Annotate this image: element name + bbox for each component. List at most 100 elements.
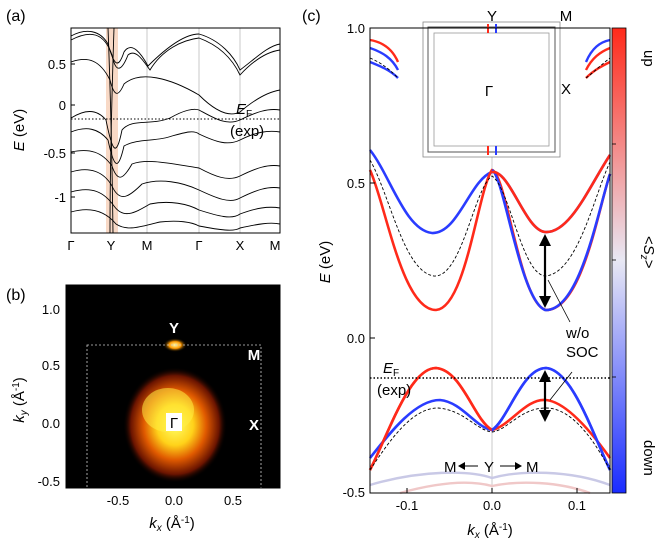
inset-label-y: Y bbox=[487, 8, 497, 25]
vb-nosoc bbox=[369, 407, 611, 471]
inset-bz-inner bbox=[433, 32, 550, 147]
inset-bz-outer bbox=[427, 26, 556, 153]
bz-inset: Y M X Γ bbox=[422, 8, 573, 158]
y-ticks-b: 1.0 0.5 0.0 -0.5 bbox=[38, 302, 60, 489]
wo-label: w/o bbox=[565, 325, 589, 342]
arrow-up-1 bbox=[539, 234, 551, 246]
band-lines bbox=[70, 27, 281, 234]
y-ticks-c: 1.0 0.5 0.0 -0.5 bbox=[343, 21, 375, 500]
y-label-b: ky (Å-1) bbox=[11, 377, 30, 423]
path-arrow-right bbox=[515, 462, 522, 470]
y-label-a: E (eV) bbox=[11, 109, 28, 152]
x-label-c: kx (Å-1) bbox=[467, 522, 513, 541]
y-tick-a-2: 0 bbox=[59, 98, 66, 113]
y-tick-b-2: 0.5 bbox=[42, 358, 60, 373]
y-tick-c-3: 0.0 bbox=[347, 331, 365, 346]
y-tick-c-4: -0.5 bbox=[343, 485, 365, 500]
band-2 bbox=[70, 30, 281, 71]
x-tick-c-3: 0.1 bbox=[568, 498, 586, 513]
y-tick-a-3: -0.5 bbox=[44, 146, 66, 161]
colorbar-label-up: up bbox=[640, 50, 657, 67]
cb-upper bbox=[368, 149, 612, 235]
cb-upper-right bbox=[491, 154, 612, 234]
panel-b-label: (b) bbox=[6, 287, 26, 304]
vb-red-left bbox=[368, 366, 493, 471]
x-tick-a-5: X bbox=[236, 238, 245, 253]
vb-blue-right bbox=[491, 366, 612, 471]
arrow-down-2 bbox=[539, 410, 551, 422]
band-5 bbox=[70, 128, 281, 164]
upper-band-r1 bbox=[584, 38, 611, 63]
x-ticks-c: -0.1 0.0 0.1 bbox=[396, 488, 586, 513]
colorbar-title: <Sz> bbox=[638, 236, 657, 269]
band-8 bbox=[70, 189, 281, 218]
ef-label-c: EF bbox=[383, 360, 399, 379]
upper-band-l1 bbox=[369, 38, 400, 63]
x-tick-a-3: M bbox=[142, 238, 153, 253]
y-tick-b-1: 1.0 bbox=[42, 302, 60, 317]
cb-lower-right bbox=[491, 168, 612, 312]
path-label-m1: M bbox=[444, 459, 457, 476]
x-tick-a-4: Γ bbox=[195, 238, 202, 253]
upper-band-r2 bbox=[584, 46, 611, 71]
gamma-label-box bbox=[166, 413, 182, 431]
x-tick-b-1: -0.5 bbox=[107, 493, 129, 508]
y-ticks-a: 0.5 0 -0.5 -1 bbox=[44, 57, 75, 205]
inset-frame bbox=[422, 21, 561, 158]
point-label-gamma: Γ bbox=[170, 415, 178, 432]
x-tick-b-2: 0.0 bbox=[165, 493, 183, 508]
x-ticks-a: Γ Y M Γ X M bbox=[67, 238, 280, 253]
band-9 bbox=[70, 209, 281, 231]
soc-label: SOC bbox=[566, 344, 599, 361]
lower-band-faded-2 bbox=[399, 481, 591, 495]
x-label-b: kx (Å-1) bbox=[149, 515, 195, 534]
y-tick-b-3: 0.0 bbox=[42, 416, 60, 431]
y-tick-b-4: -0.5 bbox=[38, 474, 60, 489]
path-label-y: Y bbox=[484, 459, 494, 476]
x-tick-c-2: 0.0 bbox=[483, 498, 501, 513]
plot-frame-b bbox=[65, 284, 281, 489]
plot-frame-c bbox=[369, 27, 611, 494]
x-tick-b-3: 0.5 bbox=[224, 493, 242, 508]
point-label-x: X bbox=[249, 417, 259, 434]
x-tick-a-6: M bbox=[270, 238, 281, 253]
soc-arrows bbox=[539, 234, 573, 422]
arrow-up-2 bbox=[539, 370, 551, 382]
panel-c: (c) bbox=[302, 8, 612, 541]
cb-nosoc bbox=[369, 159, 611, 277]
point-label-y: Y bbox=[169, 320, 179, 337]
ef-note-a: (exp) bbox=[230, 123, 264, 140]
arrow-down-1 bbox=[539, 296, 551, 308]
x-ticks-b: -0.5 0.0 0.5 bbox=[107, 493, 242, 508]
y-tick-c-1: 1.0 bbox=[347, 21, 365, 36]
y-tick-c-2: 0.5 bbox=[347, 176, 365, 191]
panel-a: (a) 0.5 bbox=[6, 8, 281, 253]
ef-label-a: EF bbox=[236, 101, 252, 120]
y-label-c: E (eV) bbox=[317, 241, 334, 284]
colorbar: up down <Sz> bbox=[611, 27, 657, 494]
inset-label-x: X bbox=[561, 81, 571, 98]
point-label-m: M bbox=[248, 347, 261, 364]
band-4 bbox=[70, 108, 281, 149]
inset-label-m: M bbox=[560, 8, 573, 25]
path-arrow-left bbox=[458, 462, 465, 470]
y-tick-a-1: 0.5 bbox=[48, 57, 66, 72]
lower-band-faded bbox=[369, 471, 611, 487]
plot-frame-a bbox=[70, 27, 281, 234]
upper-bands-nosoc bbox=[369, 57, 611, 79]
colorbar-gradient bbox=[611, 27, 627, 494]
ef-note-c: (exp) bbox=[377, 382, 411, 399]
x-tick-a-1: Γ bbox=[67, 238, 74, 253]
colorbar-label-down: down bbox=[640, 440, 657, 476]
upper-band-l2 bbox=[369, 46, 400, 71]
band-11 bbox=[109, 27, 115, 234]
y-tick-a-4: -1 bbox=[54, 190, 66, 205]
x-tick-a-2: Y bbox=[107, 238, 116, 253]
panel-a-label: (a) bbox=[6, 8, 26, 25]
band-3 bbox=[70, 59, 281, 115]
panel-b: (b) Y M X Γ 1.0 bbox=[6, 284, 281, 534]
panel-c-label: (c) bbox=[302, 8, 321, 25]
x-tick-c-1: -0.1 bbox=[396, 498, 418, 513]
band-6 bbox=[70, 150, 281, 179]
